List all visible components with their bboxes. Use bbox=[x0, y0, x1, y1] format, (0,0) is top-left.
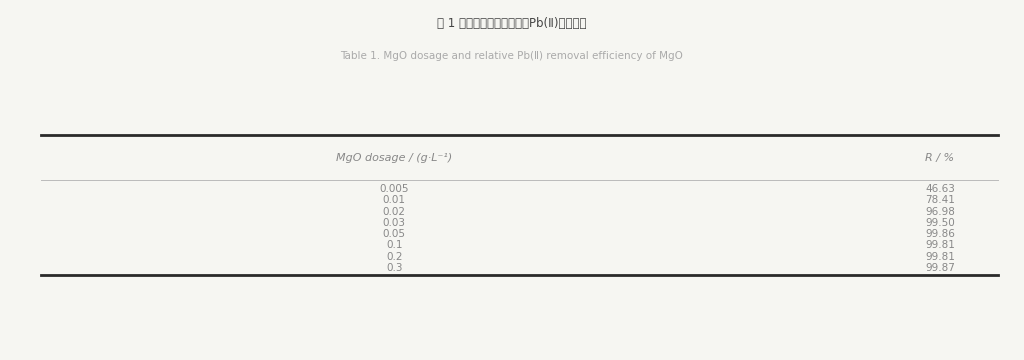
Text: 99.81: 99.81 bbox=[925, 240, 955, 251]
Text: R / %: R / % bbox=[926, 153, 954, 163]
Text: 0.02: 0.02 bbox=[383, 207, 406, 217]
Text: 0.03: 0.03 bbox=[383, 218, 406, 228]
Text: Table 1. MgO dosage and relative Pb(Ⅱ) removal efficiency of MgO: Table 1. MgO dosage and relative Pb(Ⅱ) r… bbox=[341, 51, 683, 61]
Text: 0.01: 0.01 bbox=[383, 195, 406, 206]
Text: 0.005: 0.005 bbox=[380, 184, 409, 194]
Text: 99.87: 99.87 bbox=[925, 263, 955, 273]
Text: 96.98: 96.98 bbox=[925, 207, 955, 217]
Text: 99.86: 99.86 bbox=[925, 229, 955, 239]
Text: 表 1 氧化镁用量与其对应的Pb(Ⅱ)去除效率: 表 1 氧化镁用量与其对应的Pb(Ⅱ)去除效率 bbox=[437, 17, 587, 30]
Text: 99.81: 99.81 bbox=[925, 252, 955, 262]
Text: 78.41: 78.41 bbox=[925, 195, 955, 206]
Text: 99.50: 99.50 bbox=[925, 218, 955, 228]
Text: 0.2: 0.2 bbox=[386, 252, 402, 262]
Text: MgO dosage / (g·L⁻¹): MgO dosage / (g·L⁻¹) bbox=[336, 153, 453, 163]
Text: 46.63: 46.63 bbox=[925, 184, 955, 194]
Text: 0.05: 0.05 bbox=[383, 229, 406, 239]
Text: 0.1: 0.1 bbox=[386, 240, 402, 251]
Text: 0.3: 0.3 bbox=[386, 263, 402, 273]
